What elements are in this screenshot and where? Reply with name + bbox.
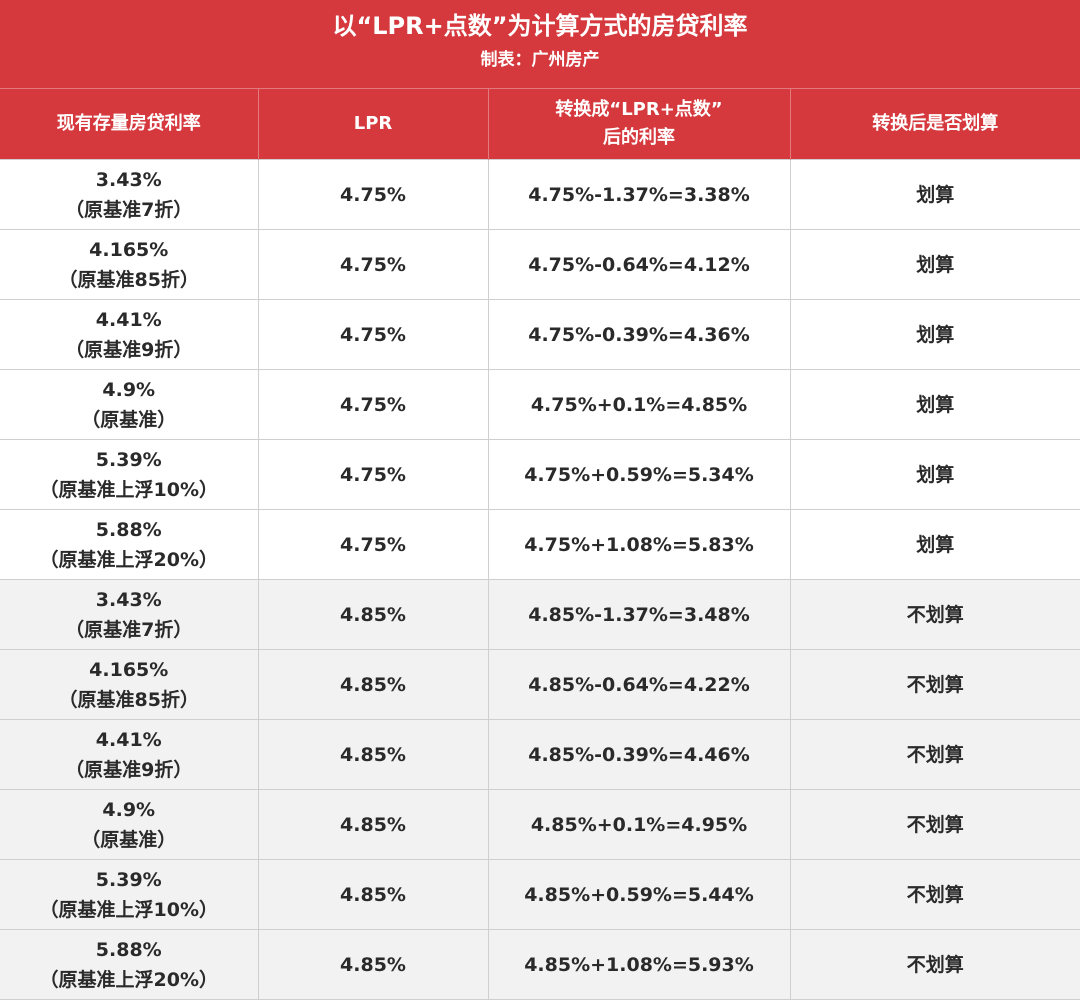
- existing-rate-value: 5.39%: [95, 868, 162, 891]
- existing-rate-value: 3.43%: [95, 588, 162, 611]
- converted-rate-cell: 4.75%+1.08%=5.83%: [487, 509, 791, 580]
- lpr-cell: 4.75%: [257, 299, 489, 370]
- converted-rate-cell: 4.85%+0.1%=4.95%: [487, 789, 791, 860]
- converted-rate-cell: 4.75%-0.64%=4.12%: [487, 229, 791, 300]
- existing-rate-value: 4.9%: [102, 378, 156, 401]
- existing-rate-cell: 3.43% （原基准7折）: [0, 579, 259, 650]
- table-row: 4.41% （原基准9折） 4.85% 4.85%-0.39%=4.46% 不划算: [0, 719, 1080, 790]
- worth-it-cell: 划算: [789, 229, 1080, 300]
- existing-rate-note: （原基准上浮10%）: [39, 898, 218, 921]
- lpr-cell: 4.75%: [257, 369, 489, 440]
- existing-rate-cell: 5.88% （原基准上浮20%）: [0, 929, 259, 1000]
- existing-rate-cell: 4.9% （原基准）: [0, 369, 259, 440]
- existing-rate-note: （原基准9折）: [65, 338, 193, 361]
- existing-rate-value: 5.88%: [95, 518, 162, 541]
- table-row: 3.43% （原基准7折） 4.85% 4.85%-1.37%=3.48% 不划算: [0, 579, 1080, 650]
- rate-comparison-table: 现有存量房贷利率 LPR 转换成“LPR+点数” 后的利率 转换后是否划算 3.…: [0, 88, 1080, 1000]
- converted-rate-cell: 4.75%-0.39%=4.36%: [487, 299, 791, 370]
- existing-rate-note: （原基准85折）: [58, 268, 199, 291]
- worth-it-cell: 划算: [789, 369, 1080, 440]
- converted-rate-cell: 4.85%-1.37%=3.48%: [487, 579, 791, 650]
- table-row: 4.9% （原基准） 4.75% 4.75%+0.1%=4.85% 划算: [0, 369, 1080, 440]
- worth-it-cell: 不划算: [789, 929, 1080, 1000]
- existing-rate-cell: 4.41% （原基准9折）: [0, 719, 259, 790]
- existing-rate-note: （原基准上浮10%）: [39, 478, 218, 501]
- converted-rate-cell: 4.75%-1.37%=3.38%: [487, 159, 791, 230]
- lpr-cell: 4.75%: [257, 439, 489, 510]
- existing-rate-note: （原基准上浮20%）: [39, 548, 218, 571]
- table-row: 4.9% （原基准） 4.85% 4.85%+0.1%=4.95% 不划算: [0, 789, 1080, 860]
- lpr-cell: 4.75%: [257, 509, 489, 580]
- lpr-cell: 4.85%: [257, 579, 489, 650]
- header-existing-rate: 现有存量房贷利率: [0, 88, 258, 160]
- existing-rate-cell: 4.9% （原基准）: [0, 789, 259, 860]
- existing-rate-value: 3.43%: [95, 168, 162, 191]
- table-body: 3.43% （原基准7折） 4.75% 4.75%-1.37%=3.38% 划算 4.16…: [0, 159, 1080, 1000]
- worth-it-cell: 不划算: [789, 859, 1080, 930]
- existing-rate-cell: 4.165% （原基准85折）: [0, 649, 259, 720]
- existing-rate-cell: 5.88% （原基准上浮20%）: [0, 509, 259, 580]
- converted-rate-cell: 4.85%+1.08%=5.93%: [487, 929, 791, 1000]
- title-bar: 以“LPR+点数”为计算方式的房贷利率 制表：广州房产: [0, 0, 1080, 88]
- existing-rate-note: （原基准上浮20%）: [39, 968, 218, 991]
- lpr-cell: 4.75%: [257, 229, 489, 300]
- table-title: 以“LPR+点数”为计算方式的房贷利率: [332, 12, 748, 40]
- table-row: 5.39% （原基准上浮10%） 4.85% 4.85%+0.59%=5.44% 不划算: [0, 859, 1080, 930]
- table-row: 4.165% （原基准85折） 4.85% 4.85%-0.64%=4.22% 不划算: [0, 649, 1080, 720]
- table-subtitle: 制表：广州房产: [480, 50, 600, 70]
- header-lpr: LPR: [257, 88, 488, 160]
- table-row: 5.88% （原基准上浮20%） 4.75% 4.75%+1.08%=5.83% 划算: [0, 509, 1080, 580]
- table-row: 4.41% （原基准9折） 4.75% 4.75%-0.39%=4.36% 划算: [0, 299, 1080, 370]
- existing-rate-note: （原基准85折）: [58, 688, 199, 711]
- existing-rate-cell: 5.39% （原基准上浮10%）: [0, 859, 259, 930]
- header-worth-it: 转换后是否划算: [789, 88, 1080, 160]
- existing-rate-note: （原基准9折）: [65, 758, 193, 781]
- worth-it-cell: 划算: [789, 299, 1080, 370]
- lpr-cell: 4.85%: [257, 859, 489, 930]
- existing-rate-cell: 4.165% （原基准85折）: [0, 229, 259, 300]
- existing-rate-note: （原基准）: [81, 828, 177, 851]
- existing-rate-cell: 4.41% （原基准9折）: [0, 299, 259, 370]
- lpr-cell: 4.85%: [257, 719, 489, 790]
- existing-rate-value: 4.165%: [89, 238, 169, 261]
- worth-it-cell: 不划算: [789, 719, 1080, 790]
- worth-it-cell: 不划算: [789, 579, 1080, 650]
- converted-rate-cell: 4.85%-0.39%=4.46%: [487, 719, 791, 790]
- existing-rate-value: 5.39%: [95, 448, 162, 471]
- lpr-cell: 4.85%: [257, 789, 489, 860]
- worth-it-cell: 划算: [789, 509, 1080, 580]
- table-row: 5.88% （原基准上浮20%） 4.85% 4.85%+1.08%=5.93% 不划算: [0, 929, 1080, 1000]
- header-converted-rate-line2: 后的利率: [603, 127, 675, 148]
- existing-rate-note: （原基准7折）: [65, 198, 193, 221]
- existing-rate-value: 5.88%: [95, 938, 162, 961]
- existing-rate-value: 4.41%: [95, 728, 162, 751]
- table-row: 3.43% （原基准7折） 4.75% 4.75%-1.37%=3.38% 划算: [0, 159, 1080, 230]
- lpr-cell: 4.85%: [257, 929, 489, 1000]
- header-converted-rate: 转换成“LPR+点数” 后的利率: [487, 88, 790, 160]
- worth-it-cell: 划算: [789, 159, 1080, 230]
- worth-it-cell: 不划算: [789, 789, 1080, 860]
- header-converted-rate-line1: 转换成“LPR+点数”: [555, 99, 723, 120]
- table-row: 4.165% （原基准85折） 4.75% 4.75%-0.64%=4.12% 划算: [0, 229, 1080, 300]
- existing-rate-cell: 5.39% （原基准上浮10%）: [0, 439, 259, 510]
- existing-rate-cell: 3.43% （原基准7折）: [0, 159, 259, 230]
- worth-it-cell: 不划算: [789, 649, 1080, 720]
- converted-rate-cell: 4.85%+0.59%=5.44%: [487, 859, 791, 930]
- lpr-cell: 4.85%: [257, 649, 489, 720]
- converted-rate-cell: 4.85%-0.64%=4.22%: [487, 649, 791, 720]
- header-row: 现有存量房贷利率 LPR 转换成“LPR+点数” 后的利率 转换后是否划算: [0, 88, 1080, 160]
- worth-it-cell: 划算: [789, 439, 1080, 510]
- existing-rate-value: 4.165%: [89, 658, 169, 681]
- existing-rate-note: （原基准7折）: [65, 618, 193, 641]
- table-row: 5.39% （原基准上浮10%） 4.75% 4.75%+0.59%=5.34% 划算: [0, 439, 1080, 510]
- existing-rate-value: 4.41%: [95, 308, 162, 331]
- existing-rate-note: （原基准）: [81, 408, 177, 431]
- converted-rate-cell: 4.75%+0.59%=5.34%: [487, 439, 791, 510]
- existing-rate-value: 4.9%: [102, 798, 156, 821]
- converted-rate-cell: 4.75%+0.1%=4.85%: [487, 369, 791, 440]
- lpr-cell: 4.75%: [257, 159, 489, 230]
